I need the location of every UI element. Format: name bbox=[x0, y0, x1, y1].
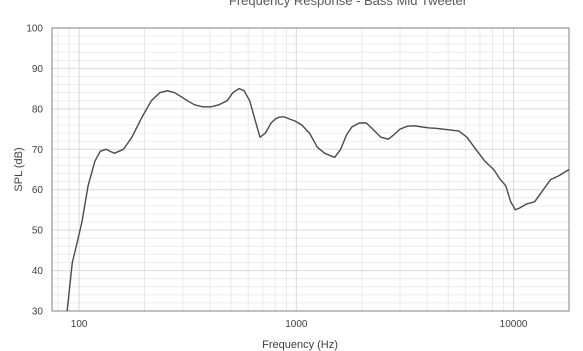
x-tick-label: 1000 bbox=[285, 319, 308, 330]
y-axis-title: SPL (dB) bbox=[13, 147, 25, 191]
spl-response-line bbox=[66, 87, 570, 312]
x-axis-ticks: 100 1000 10000 bbox=[71, 319, 528, 330]
chart-title: Frequency Response - Bass Mid Tweeter bbox=[229, 0, 468, 8]
minor-grid bbox=[52, 28, 569, 311]
y-tick-label: 90 bbox=[32, 64, 44, 75]
x-axis-title: Frequency (Hz) bbox=[262, 339, 338, 351]
y-tick-label: 80 bbox=[32, 104, 44, 115]
y-tick-label: 100 bbox=[26, 24, 43, 35]
x-tick-label: 10000 bbox=[500, 319, 528, 330]
x-tick-label: 100 bbox=[71, 319, 88, 330]
y-tick-label: 70 bbox=[32, 145, 44, 156]
y-axis-ticks: 30 40 50 60 70 80 90 100 bbox=[26, 24, 43, 318]
y-tick-label: 50 bbox=[32, 226, 44, 237]
y-tick-label: 30 bbox=[32, 307, 44, 318]
y-tick-label: 40 bbox=[32, 266, 44, 277]
y-tick-label: 60 bbox=[32, 185, 44, 196]
